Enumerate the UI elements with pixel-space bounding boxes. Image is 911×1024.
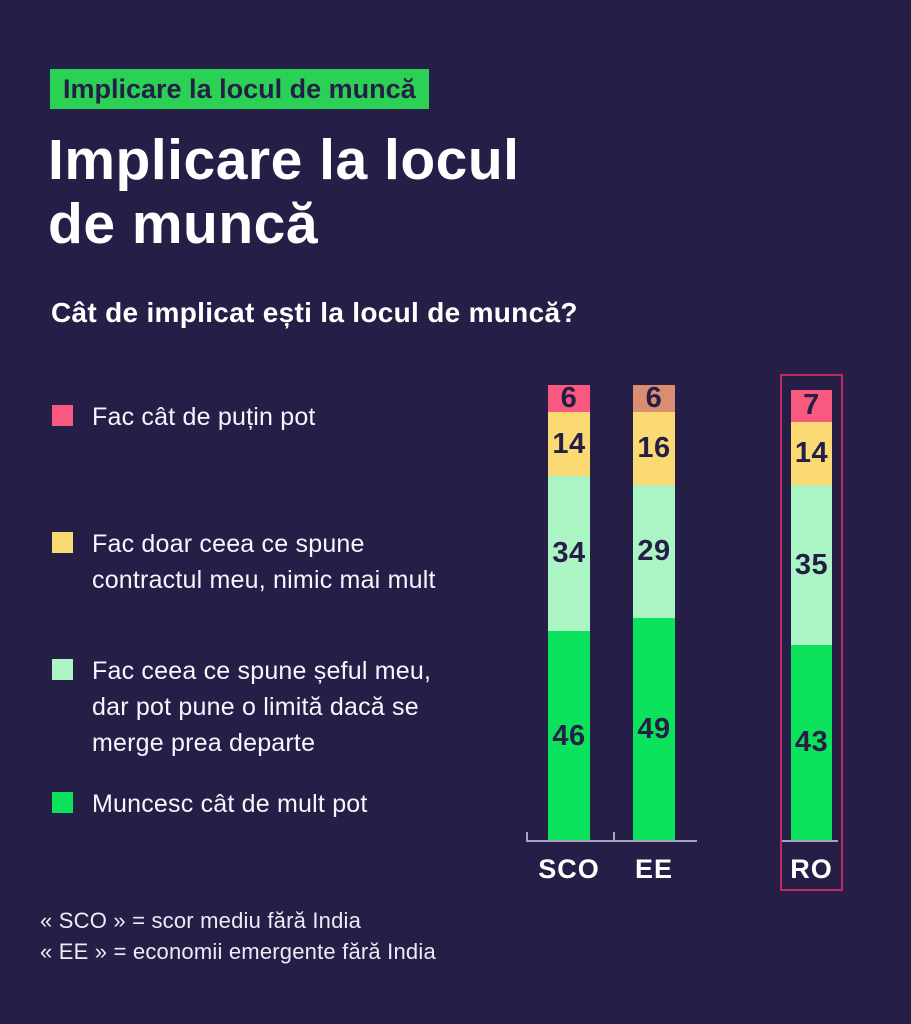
x-axis-baseline <box>526 832 697 842</box>
bar-segment-value: 7 <box>803 389 820 422</box>
bar-ee: 6 16 29 49 EE <box>633 382 675 884</box>
legend-item-contract: Fac doar ceea ce spune contractul meu, n… <box>52 526 436 598</box>
bar-segment-value: 46 <box>552 719 586 752</box>
bar-category-label: SCO <box>538 854 600 884</box>
legend-item-muncesc: Muncesc cât de mult pot <box>52 786 368 822</box>
bar-segment: 14 <box>791 421 832 486</box>
bar-segment: 14 <box>548 412 590 477</box>
bar-category-label: EE <box>634 854 674 884</box>
legend-label: Fac ceea ce spune șeful meu, dar pot pun… <box>92 657 432 757</box>
bar-segment: 29 <box>633 485 675 618</box>
highlight-box-ro <box>780 374 843 891</box>
bar-category-label: RO <box>790 854 833 884</box>
category-badge: Implicare la locul de muncă <box>50 69 429 109</box>
legend-item-seful: Fac ceea ce spune șeful meu, dar pot pun… <box>52 653 431 761</box>
legend-swatch-pink <box>52 405 73 426</box>
axis-tick <box>526 832 528 841</box>
footnote-sco: « SCO » = scor mediu fără India <box>40 908 362 933</box>
bar-segment-value: 6 <box>560 382 578 415</box>
legend-swatch-green <box>52 792 73 813</box>
bar-segment-value: 43 <box>794 726 829 759</box>
bar-segment: 49 <box>633 617 675 841</box>
bar-segment: 46 <box>548 631 590 841</box>
bar-segment: 35 <box>791 485 832 645</box>
bar-segment-value: 34 <box>552 537 586 570</box>
bar-segment-value: 35 <box>794 548 829 581</box>
bar-segment: 6 <box>633 382 675 415</box>
legend-swatch-lightgreen <box>52 659 73 680</box>
bar-segment: 34 <box>548 476 590 632</box>
footnote-ee: « EE » = economii emergente fără India <box>40 939 436 964</box>
bar-stack: 6 14 34 46 <box>548 382 590 841</box>
chart-question: Cât de implicat ești la locul de muncă? <box>51 297 578 328</box>
legend-swatch-yellow <box>52 532 73 553</box>
bar-stack: 6 16 29 49 <box>633 382 675 841</box>
page-title: Implicare la locul de muncă <box>48 128 520 256</box>
bar-segment-value: 14 <box>552 427 586 460</box>
bar-segment-value: 6 <box>645 382 663 415</box>
legend-label: Muncesc cât de mult pot <box>92 790 368 818</box>
bar-segment: 16 <box>633 412 675 486</box>
bar-segment: 7 <box>791 389 832 422</box>
legend-item-putin-pot: Fac cât de puțin pot <box>52 399 316 435</box>
footnotes: « SCO » = scor mediu fără India « EE » =… <box>40 905 436 967</box>
bar-segment-value: 16 <box>637 432 671 465</box>
bar-segment-value: 49 <box>637 712 671 745</box>
bar-segment-value: 14 <box>794 436 829 469</box>
bar-stack: 7 14 35 43 <box>791 389 832 841</box>
x-axis-baseline-ro <box>782 840 838 842</box>
bar-sco: 6 14 34 46 SCO <box>538 382 599 884</box>
legend-label: Fac doar ceea ce spune contractul meu, n… <box>92 530 436 594</box>
legend-label: Fac cât de puțin pot <box>92 403 316 431</box>
bar-ro: 7 14 35 43 RO <box>790 389 832 884</box>
category-badge-label: Implicare la locul de muncă <box>63 73 416 104</box>
bar-segment-value: 29 <box>637 535 671 568</box>
bar-segment: 43 <box>791 644 832 841</box>
bar-segment: 6 <box>548 382 590 415</box>
axis-tick <box>613 832 615 841</box>
